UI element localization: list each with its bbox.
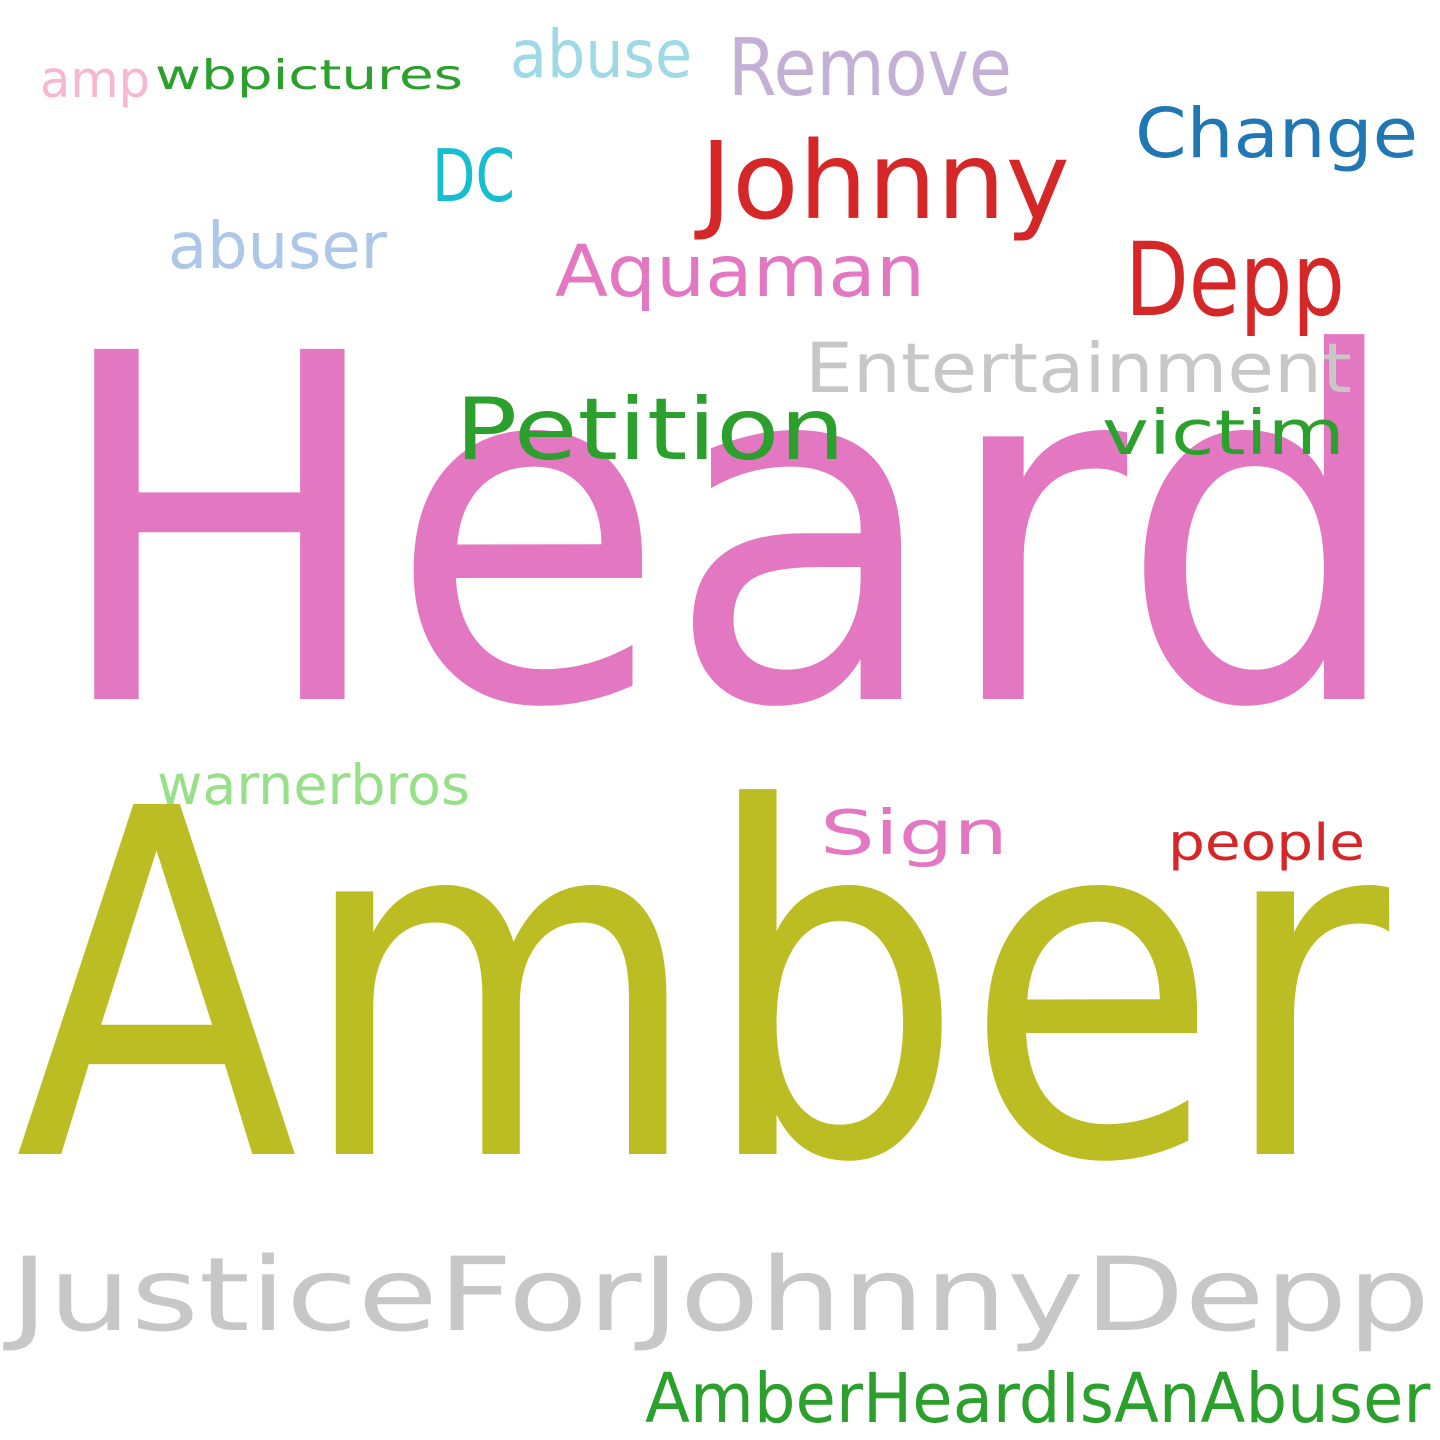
word-johnny: Johnny <box>700 119 1070 244</box>
word-dc: DC <box>432 134 516 219</box>
word-victim: victim <box>1102 396 1345 469</box>
word-abuse: abuse <box>510 15 693 93</box>
word-warnerbros: warnerbros <box>157 753 470 818</box>
word-amp: amp <box>40 50 151 110</box>
word-aquaman: Aquaman <box>555 229 926 313</box>
word-entertainment: Entertainment <box>805 330 1352 410</box>
word-amberheardisanabuser: AmberHeardIsAnAbuser <box>645 1360 1431 1440</box>
word-petition: Petition <box>455 380 846 480</box>
word-heard: Heard <box>50 253 1406 813</box>
word-justiceforjohnnydepp: JusticeForJohnnyDepp <box>10 1235 1431 1355</box>
word-wbpictures: wbpictures <box>155 50 463 99</box>
word-people: people <box>1168 813 1366 873</box>
word-remove: Remove <box>728 22 1012 115</box>
word-amber: Amber <box>15 708 1390 1268</box>
word-sign: Sign <box>820 797 1009 869</box>
word-change: Change <box>1135 95 1419 175</box>
word-depp: Depp <box>1125 220 1345 340</box>
word-abuser: abuser <box>168 209 387 285</box>
